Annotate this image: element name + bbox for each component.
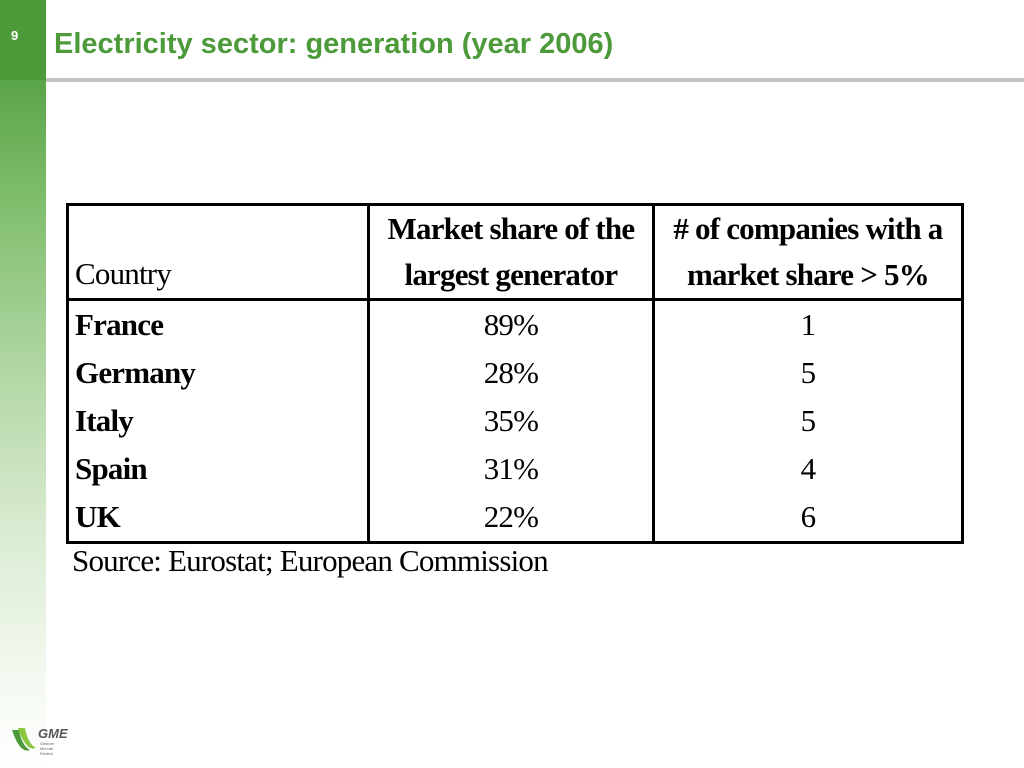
row-country: Spain [75,451,148,486]
logo-subtext-2: Mercati [40,746,53,751]
row-companies: 6 [651,493,963,543]
table-row: Spain 31% 4 [68,445,963,493]
header-country: Country [67,204,369,301]
table-row: Germany 28% 5 [68,349,963,397]
logo-text: GME [38,726,68,741]
logo-subtext-3: Elettrici [40,751,53,756]
side-bar [0,0,46,768]
page-number: 9 [0,0,46,80]
row-companies: 5 [651,349,963,397]
row-country: UK [75,499,121,534]
header-market-share: Market share of the largest generator [367,204,654,301]
row-companies: 4 [651,445,963,493]
row-companies: 5 [651,397,963,445]
header-companies-line2: market share > 5% [686,257,930,292]
row-market-share: 89% [367,299,654,349]
header-companies-line1: # of companies with a [673,211,943,246]
row-country: France [75,307,164,342]
source-note: Source: Eurostat; European Commission [72,543,549,578]
row-country: Germany [75,355,196,390]
gme-logo: GME Gestore Mercati Elettrici [12,726,68,756]
header-market-share-line2: largest generator [404,257,619,292]
row-market-share: 31% [367,445,654,493]
slide-title: Electricity sector: generation (year 200… [54,28,614,60]
row-market-share: 35% [367,397,654,445]
header-companies: # of companies with a market share > 5% [651,204,963,301]
row-market-share: 28% [367,349,654,397]
row-country: Italy [75,403,134,438]
title-divider [46,78,1024,82]
table-header-row: Country Market share of the largest gene… [67,204,963,301]
table-row: Italy 35% 5 [68,397,963,445]
table-row: UK 22% 6 [68,493,963,543]
generation-table: Country Market share of the largest gene… [66,203,964,544]
row-market-share: 22% [367,493,654,543]
header-market-share-line1: Market share of the [387,211,636,246]
logo-subtext-1: Gestore [40,741,55,746]
row-companies: 1 [651,299,963,349]
table-row: France 89% 1 [68,299,963,349]
